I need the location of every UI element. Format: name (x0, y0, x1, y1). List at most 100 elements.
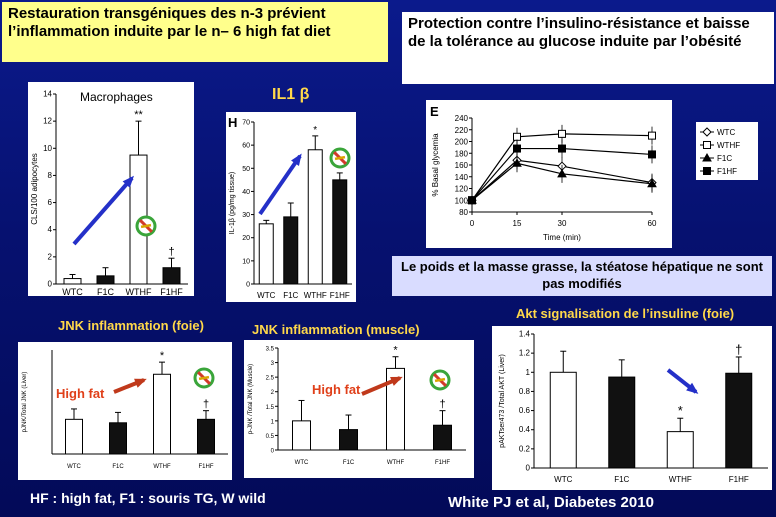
glycemia-panel: E 80 100 120 140 160 180 200 220 240 0 15 30 60 Time (… (426, 100, 672, 248)
macrophages-panel: 0 2 4 6 8 10 12 14 CLS/100 adipocytes WTC F1C WTHF *… (28, 82, 194, 297)
right-title: Protection contre l’insulino-résistance … (408, 15, 750, 50)
y-tick-label: 0.5 (266, 434, 275, 440)
point-wthf (513, 132, 521, 141)
y-tick-label: 1.5 (266, 405, 275, 411)
jnk-liver-chart: pJNK/Total JNK (Liver) WTC F1C WTHF * F1HF † Hi… (22, 350, 228, 470)
point-f1hf (468, 196, 476, 205)
glycemia-legend-svg: WTC WTHF F1C F1HF (700, 127, 740, 176)
panel-letter: H (228, 115, 237, 130)
y-tick-label: 3.5 (266, 347, 275, 353)
no-sign-icon (429, 369, 451, 391)
y-tick-label: 1 (526, 368, 531, 377)
bar-f1hf (332, 179, 348, 285)
akt-panel: 0 0.2 0.4 0.6 0.8 1 1.2 1.4 pAKTser473 /Total AK… (492, 326, 772, 490)
x-tick-label: 0 (470, 219, 475, 228)
y-tick-label: 50 (242, 166, 250, 173)
significance-mark: * (313, 125, 317, 136)
glycemia-chart: E 80 100 120 140 160 180 200 220 240 0 15 30 60 Time (… (430, 104, 657, 242)
y-axis-label: % Basal glycemia (431, 133, 440, 197)
legend-label: WTHF (717, 141, 740, 150)
y-tick-label: 180 (455, 149, 469, 158)
significance-mark: * (678, 403, 683, 418)
high-fat-annotation: High fat (312, 382, 361, 397)
legend-marker-f1hf (703, 167, 711, 175)
category-label: F1C (283, 291, 298, 300)
category-label: F1HF (160, 287, 183, 296)
y-tick-label: 40 (242, 189, 250, 196)
bar-f1hf (433, 424, 452, 451)
akt-chart: 0 0.2 0.4 0.6 0.8 1 1.2 1.4 pAKTser473 /Total AK… (499, 330, 768, 484)
point-f1hf (513, 144, 521, 153)
y-tick-label: 0.2 (519, 444, 531, 453)
category-label: WTHF (304, 291, 327, 300)
left-title-box: Restauration transgéniques des n-3 prévi… (2, 2, 388, 62)
no-sign-icon (193, 367, 215, 389)
point-f1c (512, 158, 522, 167)
legend-label: F1HF (717, 167, 737, 176)
significance-mark: † (203, 399, 209, 411)
y-tick-label: 0 (48, 280, 53, 289)
point-wthf (558, 129, 566, 138)
x-tick-label: 60 (648, 219, 657, 228)
category-label: WTHF (387, 460, 405, 466)
significance-mark: † (168, 246, 174, 258)
jnk-muscle-chart: 0 0.5 1 1.5 2 2.5 3 3.5 p-JNK /Total JNK (Muscle… (248, 345, 466, 466)
jnk-liver-panel: pJNK/Total JNK (Liver) WTC F1C WTHF * F1HF † Hi… (18, 342, 232, 480)
y-tick-label: 10 (43, 144, 52, 153)
legend-marker-wthf (703, 141, 711, 149)
y-tick-label: 220 (455, 126, 469, 135)
bar-wtc (258, 223, 274, 285)
y-tick-label: 70 (242, 120, 250, 127)
y-tick-label: 0.8 (519, 387, 531, 396)
bar-wthf (307, 149, 323, 285)
bar-f1hf (162, 267, 181, 285)
bar-f1c (96, 275, 115, 285)
y-tick-label: 0 (246, 282, 250, 289)
bar-f1c (608, 376, 636, 469)
significance-mark: * (160, 350, 165, 362)
legend-marker-f1c (702, 152, 712, 162)
red-arrow-icon (113, 378, 147, 394)
significance-mark: † (439, 399, 445, 411)
point-f1c (557, 168, 567, 178)
point-f1hf (558, 144, 566, 153)
no-sign-icon (135, 215, 157, 237)
chart-title: Macrophages (80, 90, 153, 104)
x-tick-label: 15 (513, 219, 522, 228)
footer-right: White PJ et al, Diabetes 2010 (448, 494, 654, 511)
bar-wtc (292, 420, 311, 451)
category-label: WTHF (153, 464, 171, 470)
category-label: WTC (554, 475, 572, 484)
y-axis-label: pJNK/Total JNK (Liver) (22, 372, 28, 433)
y-tick-label: 0 (271, 449, 275, 455)
bar-wtc (63, 278, 82, 285)
jnk-liver-label: JNK inflammation (foie) (58, 318, 204, 333)
y-tick-label: 100 (455, 196, 469, 205)
x-tick-label: 30 (558, 219, 567, 228)
macrophages-chart: 0 2 4 6 8 10 12 14 CLS/100 adipocytes WTC F1C WTHF *… (30, 90, 188, 297)
category-label: F1HF (199, 464, 214, 470)
category-label: WTC (62, 287, 83, 296)
y-tick-label: 60 (242, 143, 250, 150)
category-label: F1HF (330, 291, 350, 300)
bar-wthf (386, 367, 405, 451)
category-label: F1HF (729, 475, 749, 484)
panel-letter: E (430, 104, 439, 119)
y-axis-label: CLS/100 adipocytes (30, 153, 39, 225)
y-tick-label: 0.6 (519, 406, 531, 415)
y-tick-label: 1.2 (519, 349, 531, 358)
high-fat-annotation: High fat (56, 386, 105, 401)
category-label: WTC (67, 464, 81, 470)
series-line-f1hf (471, 147, 653, 201)
category-label: WTHF (126, 287, 152, 296)
y-tick-label: 8 (48, 171, 53, 180)
bar-f1hf (725, 372, 753, 469)
y-axis-label: p-JNK /Total JNK (Muscle) (248, 364, 254, 434)
bar-wtc (65, 418, 83, 455)
y-tick-label: 160 (455, 161, 469, 170)
glycemia-legend: WTC WTHF F1C F1HF (696, 122, 758, 180)
y-tick-label: 20 (242, 235, 250, 242)
y-tick-label: 2.5 (266, 376, 275, 382)
y-tick-label: 1.4 (519, 330, 531, 339)
jnk-muscle-label: JNK inflammation (muscle) (252, 322, 420, 337)
